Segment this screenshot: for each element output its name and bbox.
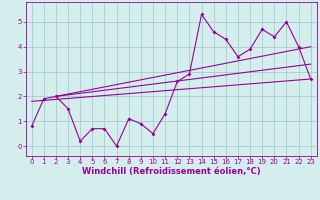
X-axis label: Windchill (Refroidissement éolien,°C): Windchill (Refroidissement éolien,°C)	[82, 167, 260, 176]
